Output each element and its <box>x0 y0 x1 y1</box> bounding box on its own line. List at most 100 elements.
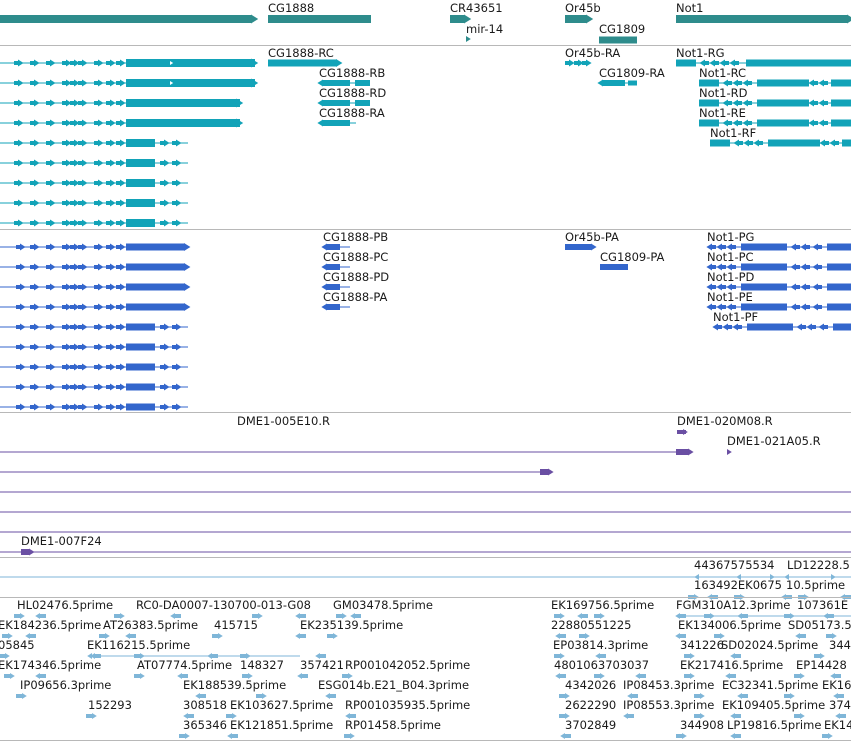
exon-block[interactable] <box>14 61 18 65</box>
transcript-label[interactable]: CG1888-RD <box>319 86 387 100</box>
est-label[interactable]: SD05173.5 <box>788 618 851 632</box>
exon-block[interactable] <box>106 305 110 309</box>
exon-block[interactable] <box>599 36 637 44</box>
exon-block[interactable] <box>70 121 74 125</box>
exon-block[interactable] <box>116 61 120 65</box>
exon-block[interactable] <box>62 61 66 65</box>
exon-block[interactable] <box>730 674 736 678</box>
exon-block[interactable] <box>70 365 74 369</box>
exon-block[interactable] <box>699 79 719 87</box>
exon-block[interactable] <box>94 265 98 269</box>
exon-block[interactable] <box>768 139 820 147</box>
exon-block[interactable] <box>715 61 719 65</box>
exon-block[interactable] <box>818 265 822 269</box>
exon-block[interactable] <box>728 101 732 105</box>
exon-block[interactable] <box>62 161 66 165</box>
exon-block[interactable] <box>705 61 709 65</box>
exon-block[interactable] <box>94 141 98 145</box>
exon-block[interactable] <box>106 141 110 145</box>
est-label[interactable]: 107361E <box>797 598 849 612</box>
exon-block[interactable] <box>268 59 336 67</box>
exon-block[interactable] <box>728 121 732 125</box>
exon-block[interactable] <box>794 714 800 718</box>
exon-block[interactable] <box>350 714 356 718</box>
exon-block[interactable] <box>14 221 18 225</box>
exon-block[interactable] <box>106 201 110 205</box>
exon-block[interactable] <box>632 694 638 698</box>
exon-block[interactable] <box>732 305 736 309</box>
exon-block[interactable] <box>732 265 736 269</box>
exon-block[interactable] <box>327 284 340 290</box>
exon-block[interactable] <box>327 634 333 638</box>
est-label[interactable]: EP14428 <box>796 658 847 672</box>
exon-block[interactable] <box>14 161 18 165</box>
exon-block[interactable] <box>200 694 206 698</box>
exon-block[interactable] <box>62 181 66 185</box>
exon-block[interactable] <box>78 81 82 85</box>
exon-block[interactable] <box>738 325 742 329</box>
exon-block[interactable] <box>106 365 110 369</box>
exon-block[interactable] <box>757 119 809 127</box>
exon-block[interactable] <box>30 365 34 369</box>
exon-block[interactable] <box>735 734 741 738</box>
exon-block[interactable] <box>94 365 98 369</box>
exon-block[interactable] <box>116 265 120 269</box>
exon-block[interactable] <box>180 99 236 107</box>
exon-block[interactable] <box>94 345 98 349</box>
exon-block[interactable] <box>70 345 74 349</box>
exon-block[interactable] <box>712 305 716 309</box>
exon-block[interactable] <box>46 245 50 249</box>
exon-block[interactable] <box>106 221 110 225</box>
exon-block[interactable] <box>320 654 326 658</box>
exon-block[interactable] <box>116 305 120 309</box>
exon-block[interactable] <box>78 161 82 165</box>
exon-block[interactable] <box>94 121 98 125</box>
exon-block[interactable] <box>106 285 110 289</box>
exon-block[interactable] <box>812 325 816 329</box>
exon-block[interactable] <box>116 405 120 409</box>
exon-block[interactable] <box>327 304 340 310</box>
exon-block[interactable] <box>70 325 74 329</box>
est-label[interactable]: 344908 <box>680 718 724 732</box>
exon-block[interactable] <box>30 345 34 349</box>
exon-block[interactable] <box>70 221 74 225</box>
est-label[interactable]: IP08453.3prime <box>623 678 715 692</box>
exon-block[interactable] <box>126 343 155 351</box>
exon-block[interactable] <box>30 265 34 269</box>
exon-block[interactable] <box>330 694 336 698</box>
exon-block[interactable] <box>62 345 66 349</box>
protein-label[interactable]: Not1-PE <box>707 290 753 304</box>
est-label[interactable]: RC0-DA0007-130700-013-G08 <box>136 598 311 612</box>
exon-block[interactable] <box>540 469 548 475</box>
exon-block[interactable] <box>728 81 732 85</box>
exon-block[interactable] <box>94 405 98 409</box>
exon-block[interactable] <box>116 221 120 225</box>
exon-block[interactable] <box>30 245 34 249</box>
exon-block[interactable] <box>699 119 719 127</box>
est-label[interactable]: IP08553.3prime <box>623 698 715 712</box>
exon-block[interactable] <box>94 161 98 165</box>
exon-block[interactable] <box>256 694 262 698</box>
gene-label[interactable]: Not1 <box>676 1 704 15</box>
exon-block[interactable] <box>106 61 110 65</box>
exon-block[interactable] <box>106 181 110 185</box>
transcript-label[interactable]: Or45b-RA <box>565 46 621 60</box>
exon-block[interactable] <box>99 634 105 638</box>
est-label[interactable]: EK14 <box>824 718 851 732</box>
est-label[interactable]: HL02476.5prime <box>17 598 114 612</box>
exon-block[interactable] <box>323 80 350 86</box>
protein-label[interactable]: Not1-PG <box>707 230 755 244</box>
est-label[interactable]: EK169756.5prime <box>551 598 655 612</box>
exon-block[interactable] <box>300 634 306 638</box>
est-label[interactable]: EK184236.5prime <box>0 618 102 632</box>
est-label[interactable]: EK188539.5prime <box>183 678 287 692</box>
exon-block[interactable] <box>355 614 361 618</box>
exon-block[interactable] <box>116 325 120 329</box>
protein-label[interactable]: CG1809-PA <box>600 250 665 264</box>
exon-block[interactable] <box>94 385 98 389</box>
exon-block[interactable] <box>21 549 29 555</box>
est-label[interactable]: 365346 <box>183 718 227 732</box>
exon-block[interactable] <box>840 714 846 718</box>
exon-block[interactable] <box>16 245 20 249</box>
exon-block[interactable] <box>30 181 34 185</box>
